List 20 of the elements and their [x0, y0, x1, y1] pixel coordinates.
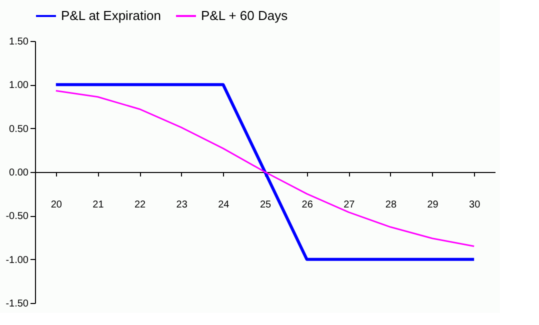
x-tick-label: 23: [176, 200, 188, 210]
y-tick-label: 1.00: [9, 80, 29, 92]
x-tick-label: 20: [50, 200, 62, 210]
y-tick-label: -0.50: [6, 211, 29, 222]
x-tick-label: 29: [427, 200, 439, 210]
legend-label: P&L at Expiration: [61, 8, 161, 23]
legend-label: P&L + 60 Days: [201, 8, 288, 23]
x-tick-label: 22: [134, 200, 146, 210]
x-tick-label: 30: [469, 200, 481, 210]
x-tick-label: 28: [385, 200, 397, 210]
x-tick-label: 26: [302, 200, 314, 210]
x-tick-label: 25: [260, 200, 272, 210]
y-tick-label: 0.50: [9, 124, 29, 135]
x-tick-label: 24: [218, 200, 230, 210]
y-tick-label: 1.50: [9, 36, 29, 48]
y-tick-label: -1.00: [6, 254, 29, 266]
y-tick-label: 0.00: [9, 168, 29, 178]
y-tick-label: -1.50: [6, 298, 29, 310]
x-tick-label: 21: [92, 200, 104, 210]
x-tick-label: 27: [344, 200, 356, 210]
